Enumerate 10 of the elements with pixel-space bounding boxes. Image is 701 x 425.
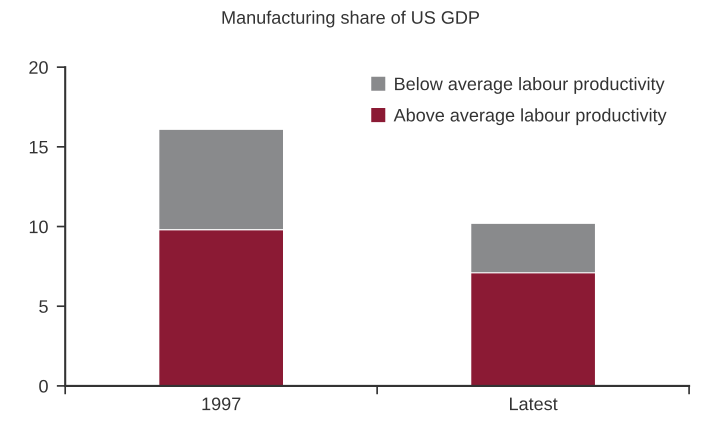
y-tick-label: 15 xyxy=(30,140,48,154)
x-tick-label: 1997 xyxy=(202,397,240,410)
y-tick-label: 20 xyxy=(29,61,48,74)
y-tick-label: 10 xyxy=(30,220,48,234)
legend-label: Above average labour productivity xyxy=(394,108,667,126)
chart-title: Manufacturing share of US GDP xyxy=(222,10,480,28)
y-tick-label: 0 xyxy=(39,380,48,393)
legend-label: Below average labour productivity xyxy=(395,77,665,94)
y-tick-label: 5 xyxy=(39,300,48,313)
x-tick-label: Latest xyxy=(510,398,558,410)
